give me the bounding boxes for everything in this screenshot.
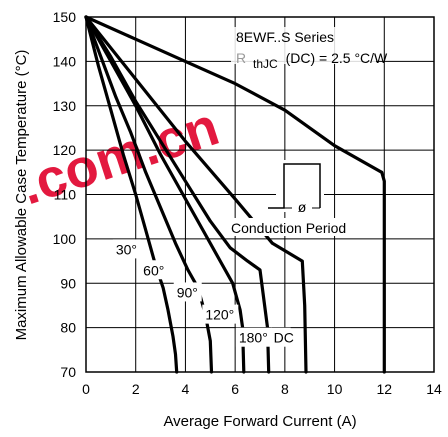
- series-label-bg-30: [112, 239, 141, 259]
- series-labels: 30° 60° 90° 120° 180° DC: [112, 239, 294, 347]
- series-label-bg-120: [202, 304, 239, 324]
- y-tick-label: 70: [60, 364, 76, 380]
- series-label-120: 120°: [205, 307, 234, 323]
- y-tick-label: 100: [53, 231, 77, 247]
- y-tick-labels: 70 80 90 100 110 120 130 140 150: [53, 9, 77, 380]
- series-label-bg-60: [140, 260, 169, 280]
- x-tick-labels: 0 2 4 6 8 10 12 14: [82, 381, 442, 397]
- y-axis-label: Maximum Allowable Case Temperature (°C): [13, 50, 30, 341]
- series-label-90: 90°: [177, 284, 198, 300]
- plot-frame: [85, 16, 435, 373]
- series-label-bg-90: [173, 282, 202, 302]
- x-tick-label: 6: [231, 381, 239, 397]
- y-tick-label: 110: [54, 187, 77, 203]
- x-axis-label: Average Forward Current (A): [163, 413, 356, 430]
- y-tick-label: 80: [60, 320, 76, 336]
- series-line-30: [84, 15, 179, 374]
- series-line-dc: [84, 15, 386, 374]
- y-tick-label: 120: [53, 142, 77, 158]
- y-tick-label: 140: [53, 53, 77, 69]
- series-label-bg-180: [235, 327, 272, 347]
- y-tick-label: 90: [60, 275, 76, 291]
- conduction-angle-symbol: ø: [298, 199, 307, 215]
- series-line-120: [84, 15, 271, 374]
- rth-value: (DC) = 2.5 °C/W: [286, 50, 388, 66]
- series-label-30: 30°: [116, 241, 137, 257]
- series-label-dc: DC: [274, 330, 294, 346]
- series-label-60: 60°: [143, 262, 164, 278]
- y-tick-label: 130: [53, 98, 77, 114]
- x-tick-label: 10: [327, 381, 343, 397]
- x-tick-label: 4: [182, 381, 190, 397]
- thermal-resistance-label: R thJC (DC) = 2.5 °C/W: [236, 50, 388, 71]
- legend-box: [231, 27, 376, 64]
- x-tick-label: 0: [82, 381, 90, 397]
- rth-subscript: thJC: [253, 57, 278, 71]
- x-tick-label: 12: [376, 381, 392, 397]
- rth-symbol: R: [236, 50, 246, 66]
- y-tick-label: 150: [53, 9, 77, 25]
- x-tick-label: 8: [281, 381, 289, 397]
- series-label-180: 180°: [239, 330, 268, 346]
- series-label-bg-dc: [270, 327, 291, 347]
- series-line-90: [84, 15, 246, 374]
- series-name-label: 8EWF..S Series: [236, 29, 334, 45]
- x-tick-label: 14: [426, 381, 442, 397]
- x-tick-label: 2: [132, 381, 140, 397]
- conduction-period-diagram: [268, 160, 324, 212]
- conduction-label-bg: [229, 218, 375, 236]
- conduction-period-label: Conduction Period: [231, 220, 346, 236]
